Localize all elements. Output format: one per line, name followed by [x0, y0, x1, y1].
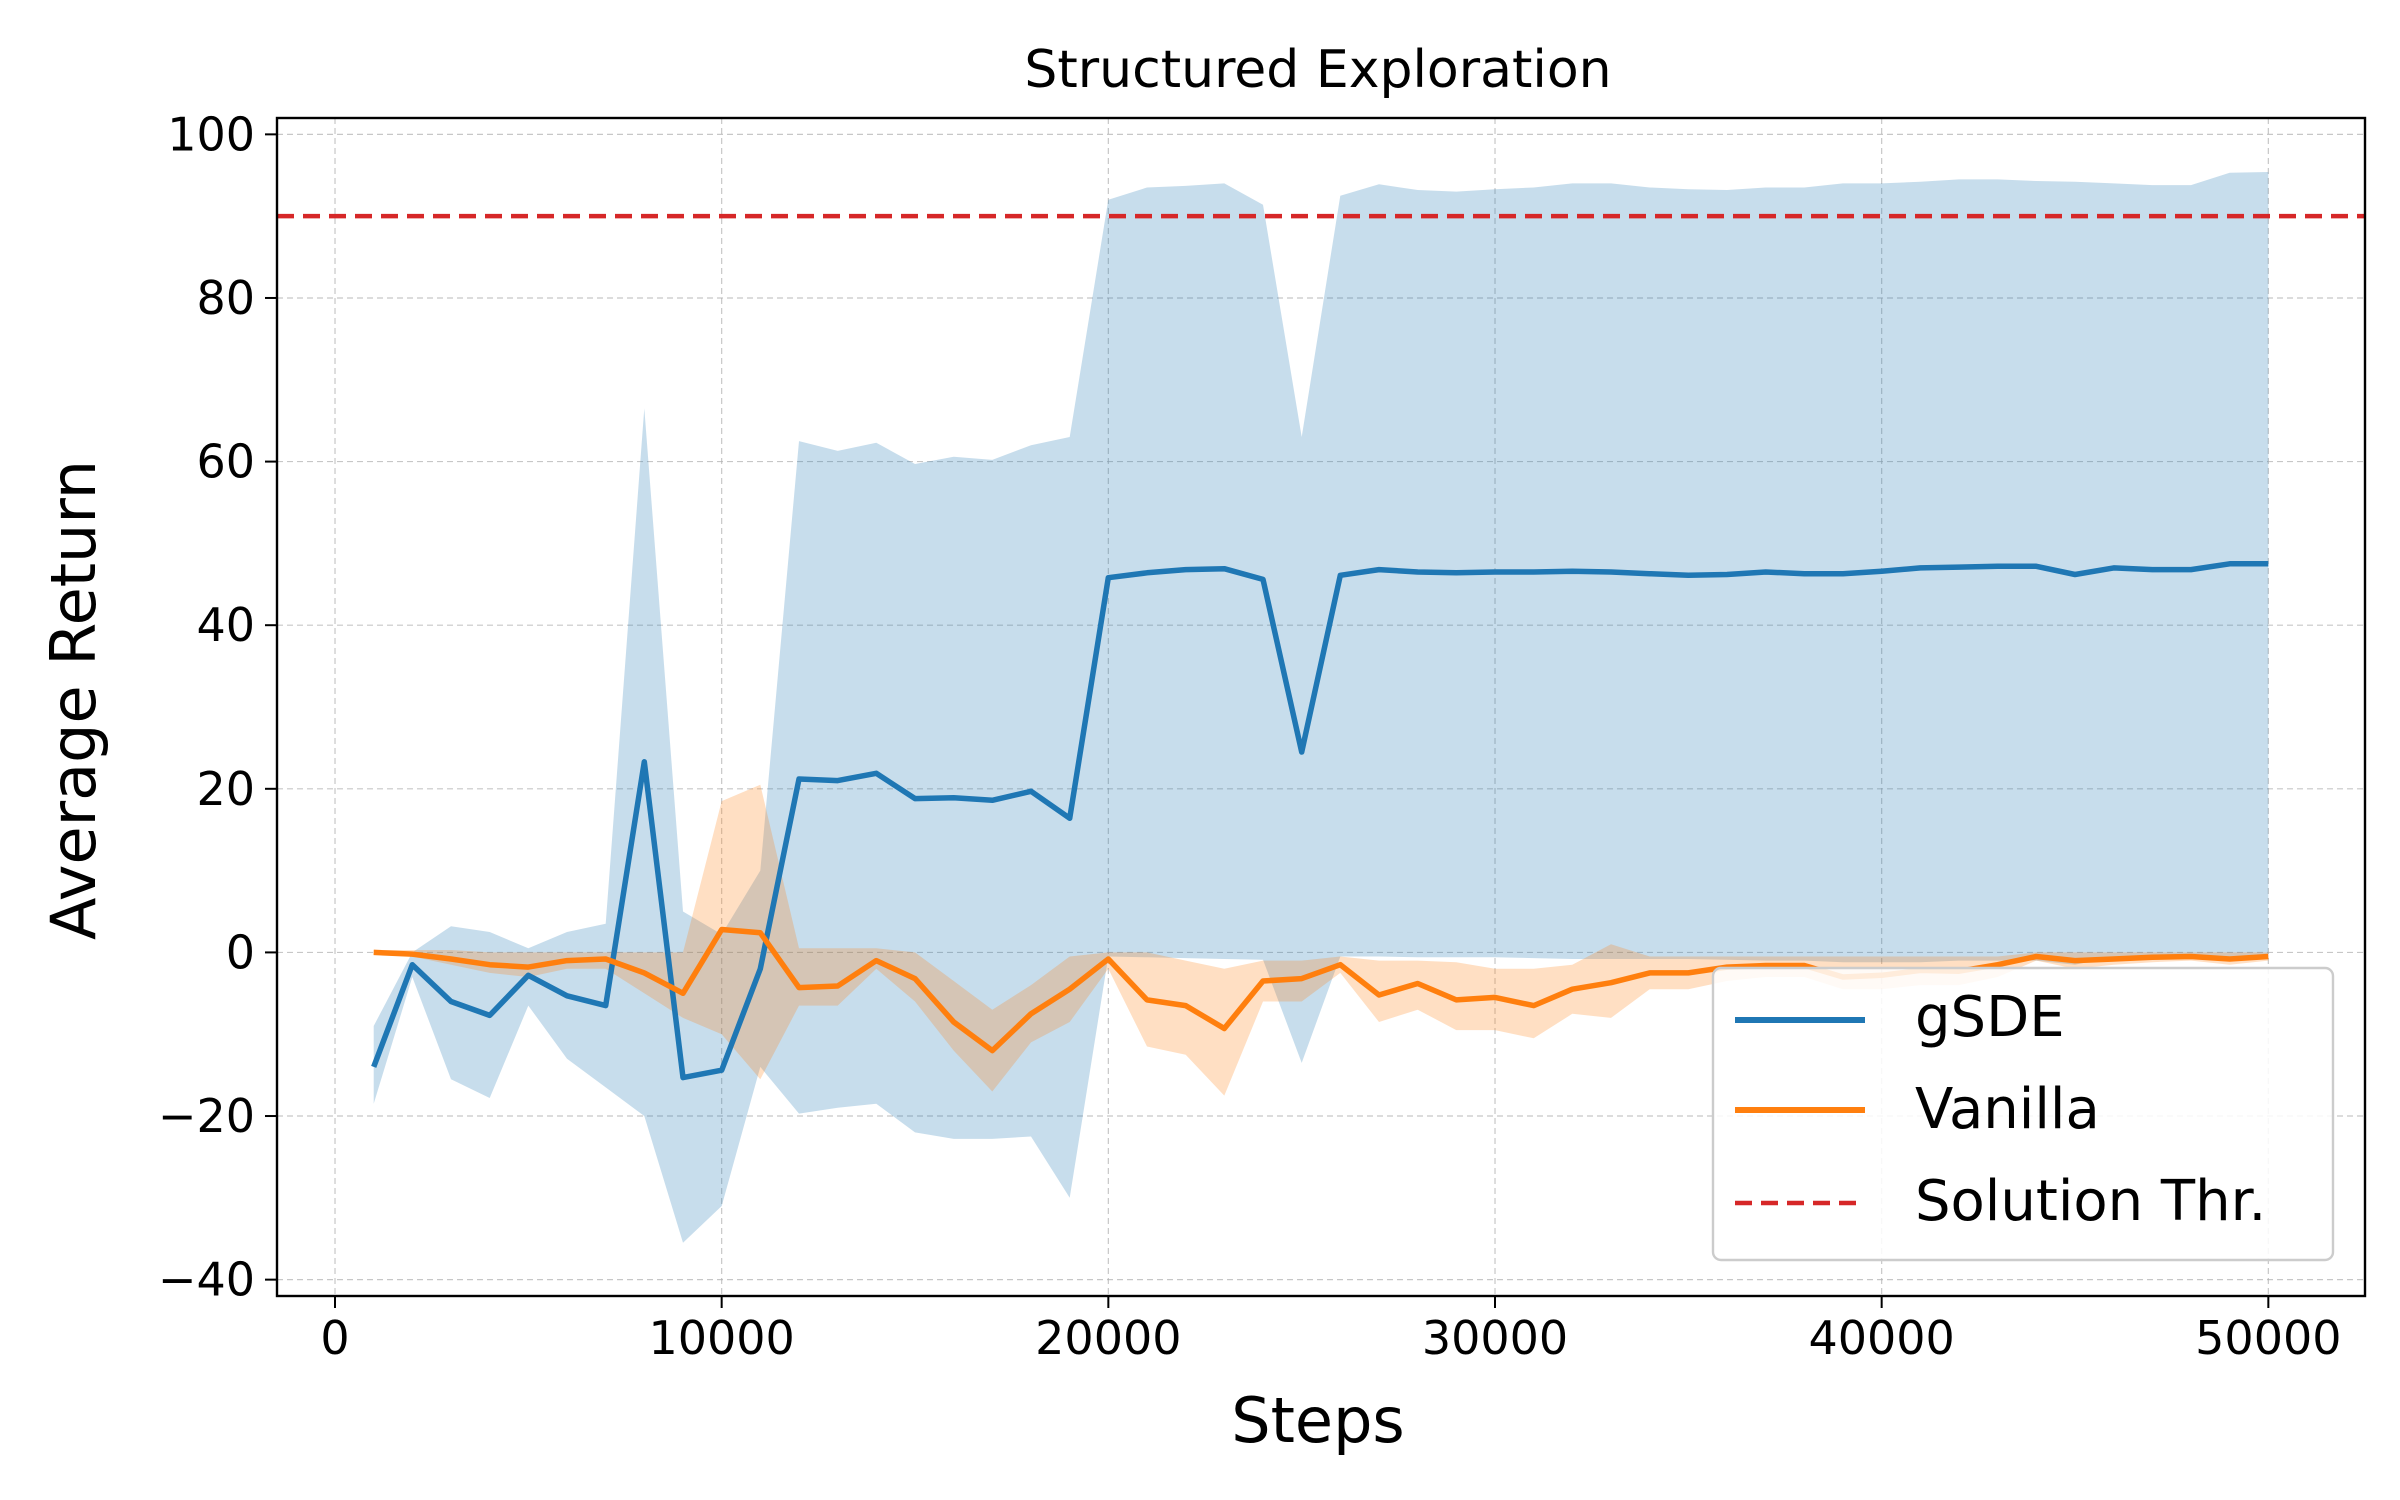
x-tick-label: 50000: [2195, 1311, 2341, 1365]
y-axis-ticks: −40 −20 0 20 40 60 80 100: [158, 107, 277, 1307]
legend-frame: [1711, 966, 2335, 1262]
legend-vanilla-label: Vanilla: [1915, 1077, 2100, 1142]
y-tick-label: 0: [226, 925, 255, 979]
y-tick-label: −20: [158, 1089, 255, 1143]
y-axis-label: Average Return: [37, 460, 110, 940]
x-tick-label: 10000: [648, 1311, 794, 1365]
line-gsde: [371, 561, 2269, 1081]
y-tick-label: 80: [196, 271, 255, 325]
x-tick-label: 30000: [1422, 1311, 1568, 1365]
y-tick-label: 100: [167, 107, 255, 161]
chart-title: Structured Exploration: [1024, 40, 1611, 100]
y-tick-label: 20: [196, 762, 255, 816]
band-gsde: [373, 172, 2269, 1243]
plot-frame: [275, 116, 2367, 1298]
legend-threshold-label: Solution Thr.: [1915, 1169, 2266, 1234]
legend: gSDE Vanilla Solution Thr.: [1711, 966, 2335, 1262]
band-vanilla: [373, 784, 2269, 1096]
x-axis-ticks: 0 10000 20000 30000 40000 50000: [320, 1296, 2342, 1365]
x-tick-label: 20000: [1035, 1311, 1181, 1365]
confidence-bands: [373, 172, 2269, 1243]
y-tick-label: −40: [158, 1253, 255, 1307]
x-axis-label: Steps: [1231, 1384, 1404, 1457]
x-tick-label: 0: [320, 1311, 349, 1365]
legend-gsde-label: gSDE: [1915, 985, 2065, 1050]
y-tick-label: 40: [196, 598, 255, 652]
x-tick-label: 40000: [1808, 1311, 1954, 1365]
y-tick-label: 60: [196, 435, 255, 489]
